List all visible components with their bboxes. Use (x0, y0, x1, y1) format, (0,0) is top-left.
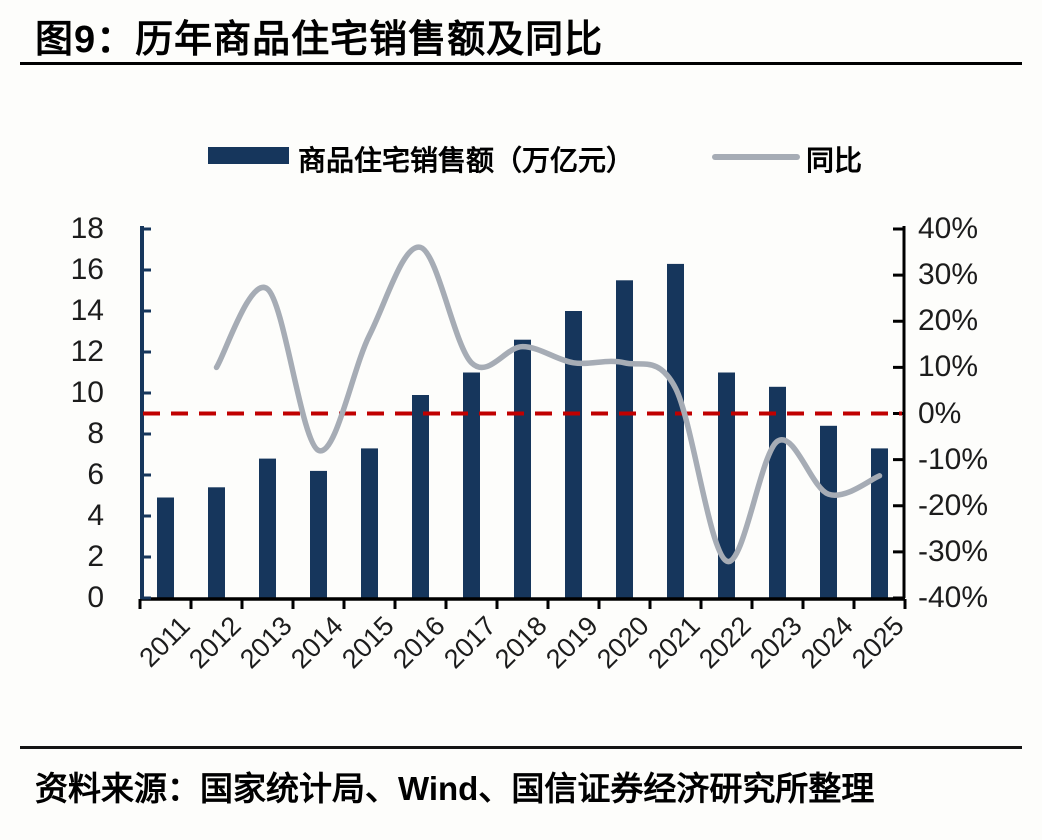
y-axis-right-label-30%: 30% (918, 258, 979, 292)
legend-bar-label: 商品住宅销售额（万亿元） (298, 145, 635, 176)
bar-2024 (820, 425, 837, 598)
legend-line-label: 同比 (806, 145, 863, 176)
y-axis-left-label-10: 10 (70, 376, 104, 409)
yoy-line (213, 244, 883, 564)
y-axis-left-label-6: 6 (87, 458, 104, 491)
bar-2019 (565, 311, 582, 598)
y-axis-right-label-40%: 40% (918, 212, 979, 245)
bar-2022 (718, 372, 735, 598)
y-axis-right-label--30%: -30% (918, 534, 989, 568)
y-axis-left-label-16: 16 (70, 253, 104, 286)
bar-2023 (769, 386, 786, 598)
title-underline (20, 62, 1022, 65)
source-divider (20, 746, 1022, 749)
bar-2016 (412, 395, 429, 598)
figure-title: 图9：历年商品住宅销售额及同比 (35, 19, 604, 61)
bar-2018 (514, 339, 531, 598)
y-axis-right-label-20%: 20% (918, 304, 979, 338)
y-axis-left-label-8: 8 (87, 417, 104, 450)
bar-2014 (310, 470, 327, 598)
y-axis-right-label-0%: 0% (918, 396, 962, 430)
y-axis-right-label-10%: 10% (918, 350, 979, 384)
y-axis-left-label-0: 0 (87, 581, 104, 614)
y-axis-right-label--40%: -40% (918, 581, 989, 614)
bar-2017 (463, 372, 480, 598)
bar-2015 (361, 448, 378, 598)
bar-2021 (667, 263, 684, 598)
y-axis-left-label-2: 2 (87, 540, 104, 573)
y-axis-left-label-18: 18 (70, 212, 104, 245)
bar-2025 (871, 448, 888, 598)
y-axis-right-label--20%: -20% (918, 488, 989, 522)
bar-2011 (157, 497, 174, 598)
y-axis-left-label-12: 12 (70, 335, 104, 368)
source-note: 资料来源：国家统计局、Wind、国信证券经济研究所整理 (35, 770, 875, 807)
bar-2012 (208, 487, 225, 598)
bar-2020 (616, 280, 633, 599)
y-axis-right-label--10%: -10% (918, 442, 989, 476)
y-axis-left-label-4: 4 (87, 499, 104, 532)
y-axis-left-label-14: 14 (70, 294, 104, 327)
chart-area: 18 16 14 12 10 8 6 4 2 0 40% 30% 20% 10% 0% -10% -20% -30… (70, 212, 989, 675)
legend-line-swatch (712, 154, 800, 160)
legend-bar-swatch (208, 147, 289, 164)
chart-canvas (138, 226, 907, 609)
bar-2013 (259, 458, 276, 598)
